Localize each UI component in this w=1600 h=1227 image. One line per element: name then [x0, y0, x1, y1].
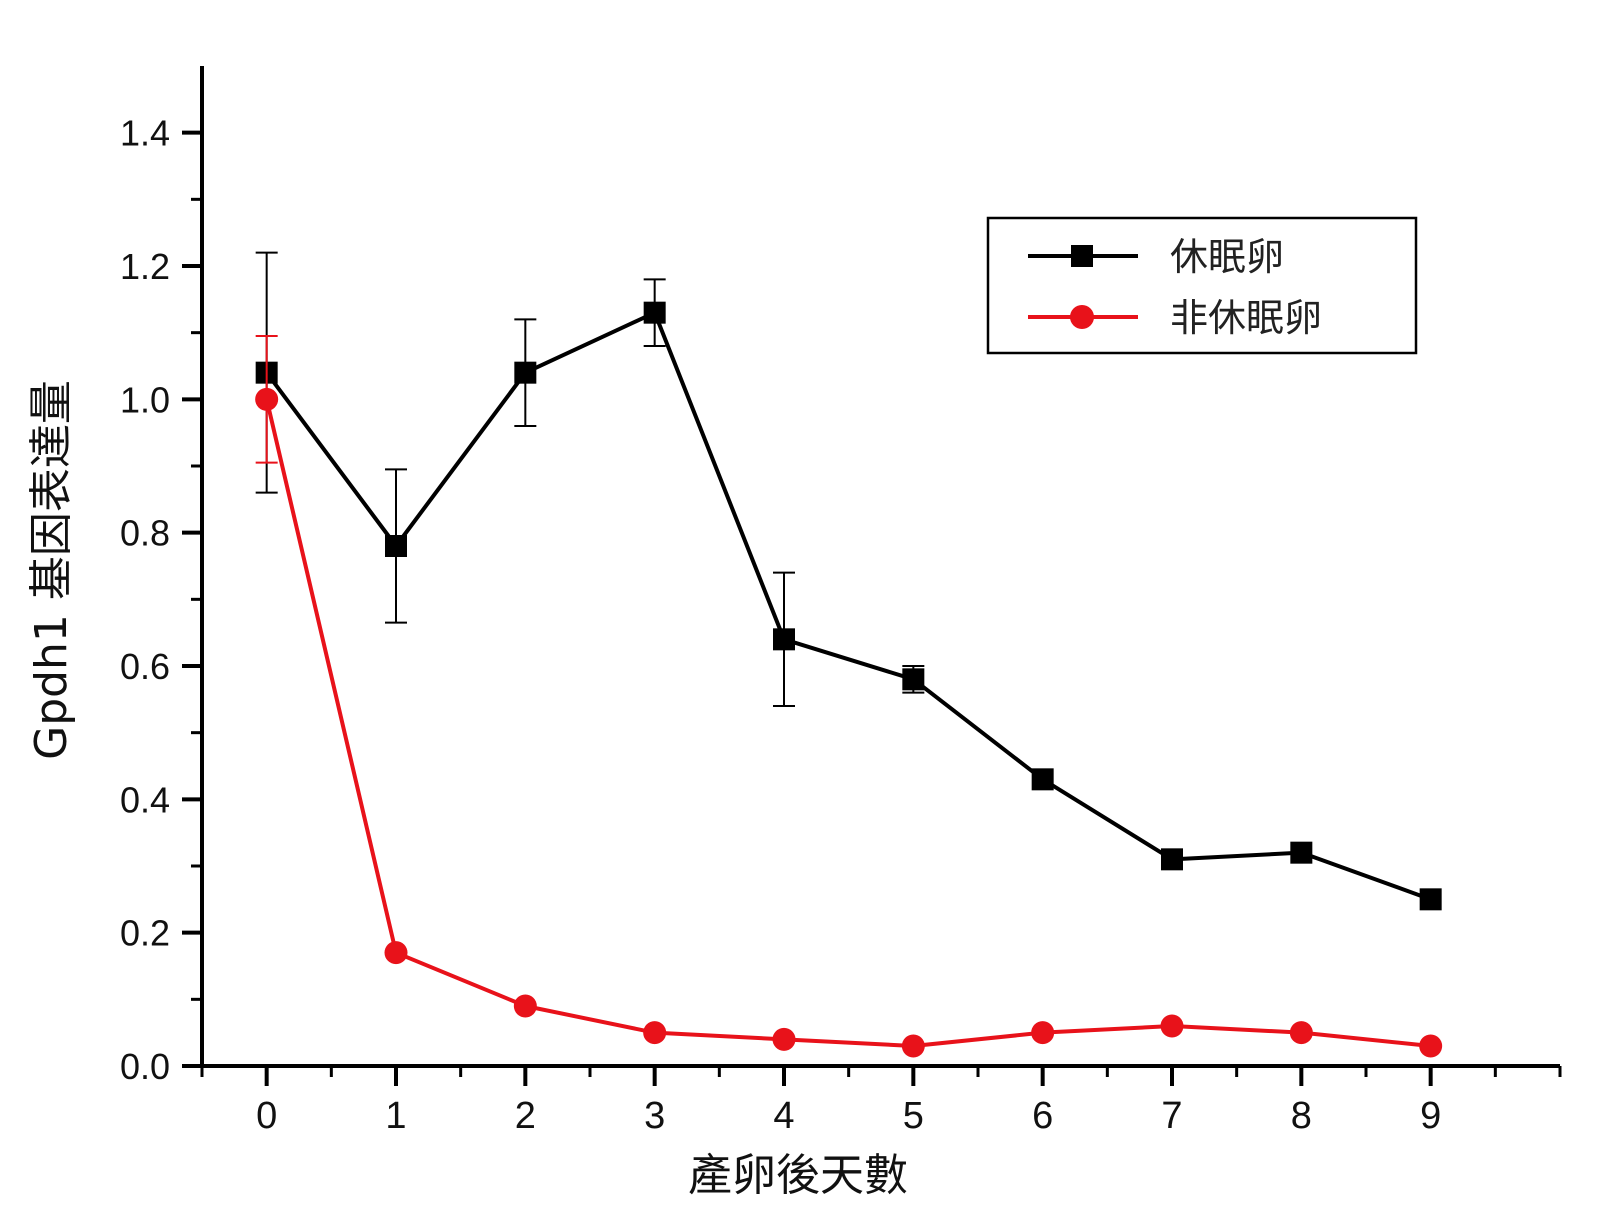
legend-label-nondormant: 非休眠卵 — [1170, 296, 1322, 340]
axes: 0.0 0.2 0.4 0.6 0.8 1.0 1.2 1.4 0 1 2 3 4 5 6 7 8 9 — [120, 66, 1562, 1137]
x-tick-label: 9 — [1420, 1095, 1441, 1137]
data-point — [385, 535, 407, 557]
y-tick-label: 0.4 — [120, 779, 170, 820]
x-tick-label: 8 — [1291, 1095, 1312, 1137]
data-point — [514, 361, 537, 384]
data-point — [1031, 768, 1054, 791]
x-axis-title: 產卵後天數 — [688, 1150, 908, 1201]
y-tick-label: 1.4 — [120, 113, 170, 154]
y-tick-label: 1.2 — [120, 246, 170, 287]
data-point — [1031, 1021, 1055, 1045]
y-tick-label: 0.6 — [120, 646, 170, 687]
data-point — [1161, 848, 1183, 871]
data-point — [901, 1034, 925, 1058]
legend: 休眠卵 非休眠卵 — [986, 216, 1418, 355]
y-tick-label: 0.0 — [120, 1046, 170, 1087]
legend-box — [986, 216, 1418, 355]
data-point — [1289, 1021, 1313, 1045]
data-point — [643, 1021, 667, 1045]
legend-marker-nondormant — [1070, 305, 1094, 329]
data-point — [384, 941, 408, 965]
series-layer — [255, 251, 1443, 1058]
series-1 — [255, 335, 1443, 1058]
x-tick-label: 1 — [385, 1095, 406, 1137]
y-axis-title: Gpdh1 基因表達量 — [26, 380, 77, 760]
data-point — [773, 628, 795, 651]
x-tick-label: 2 — [515, 1095, 536, 1137]
x-tick-label: 3 — [644, 1095, 665, 1137]
data-point — [1419, 888, 1442, 911]
legend-label-dormant: 休眠卵 — [1170, 235, 1284, 279]
data-point — [643, 301, 666, 324]
series-0 — [255, 251, 1442, 911]
x-tick-label: 5 — [903, 1095, 924, 1137]
data-point — [255, 387, 279, 411]
data-point — [772, 1027, 796, 1051]
y-tick-label: 0.2 — [120, 913, 170, 954]
y-tick-label: 1.0 — [120, 379, 170, 420]
y-tick-label: 0.8 — [120, 513, 170, 554]
x-tick-label: 0 — [256, 1095, 277, 1137]
data-point — [902, 668, 925, 691]
x-tick-label: 4 — [773, 1095, 794, 1137]
x-tick-label: 7 — [1161, 1095, 1182, 1137]
x-tick-label: 6 — [1032, 1095, 1053, 1137]
legend-marker-dormant — [1071, 245, 1093, 267]
data-point — [1160, 1014, 1184, 1038]
data-point — [513, 994, 537, 1018]
series-line — [264, 398, 1431, 1048]
series-line — [265, 310, 1432, 902]
data-point — [1290, 841, 1313, 864]
data-point — [1419, 1034, 1443, 1058]
